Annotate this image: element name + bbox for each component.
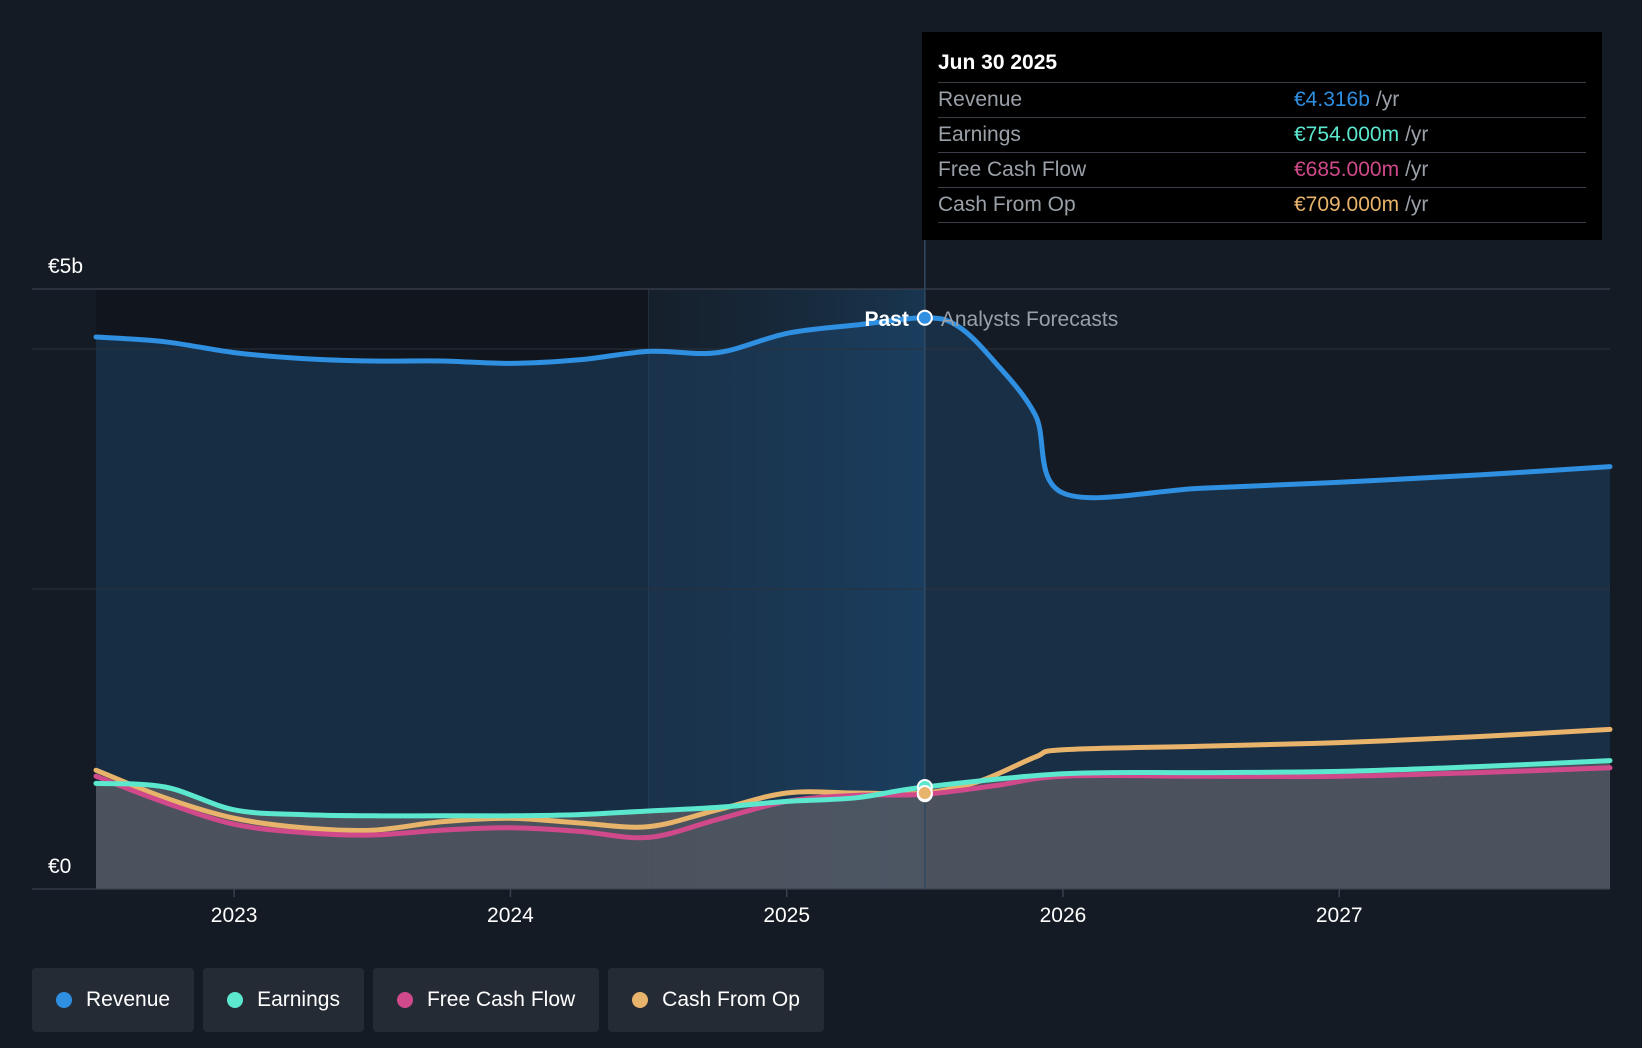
x-tick-label: 2023	[211, 904, 258, 927]
marker-revenue	[916, 309, 933, 326]
legend: Revenue Earnings Free Cash Flow Cash From O…	[32, 968, 824, 1032]
series-line-cash-from-op	[93, 726, 1613, 834]
marker-cash-from-op	[916, 785, 933, 801]
past-label: Past	[864, 308, 908, 331]
tooltip-row-value: €709.000m	[1294, 193, 1400, 216]
legend-dot-icon	[56, 992, 72, 1008]
tooltip-row-label: Cash From Op	[938, 193, 1076, 216]
forecast-label: Analysts Forecasts	[941, 308, 1118, 331]
legend-item-earnings[interactable]: Earnings	[203, 968, 364, 1032]
y-axis-label-bottom: €0	[48, 855, 71, 878]
legend-label: Revenue	[86, 988, 171, 1011]
legend-label: Earnings	[257, 988, 340, 1011]
legend-dot-icon	[396, 992, 413, 1008]
tooltip-row-unit: /yr	[1405, 193, 1429, 216]
tooltip-panel: Jun 30 2025 Revenue €4.316b/yr Earnings €75…	[922, 32, 1602, 240]
tooltip-row: Free Cash Flow €685.000m/yr	[938, 152, 1586, 187]
x-tick-label: 2025	[763, 904, 810, 927]
tooltip-row: Earnings €754.000m/yr	[938, 117, 1586, 152]
x-tick-label: 2027	[1316, 904, 1363, 927]
x-tick-label: 2024	[487, 904, 534, 927]
tooltip-row-label: Free Cash Flow	[938, 158, 1087, 181]
tooltip-row-value: €685.000m	[1294, 158, 1400, 181]
tooltip-row-value: €4.316b	[1294, 88, 1370, 111]
legend-dot-icon	[227, 992, 244, 1008]
tooltip-row-unit: /yr	[1405, 158, 1429, 181]
legend-item-cash-from-op[interactable]: Cash From Op	[608, 968, 824, 1032]
legend-dot-icon	[632, 992, 649, 1008]
tooltip-row-unit: /yr	[1405, 123, 1429, 146]
y-axis-label-top: €5b	[48, 255, 83, 278]
legend-item-free-cash-flow[interactable]: Free Cash Flow	[372, 968, 600, 1032]
tooltip-row-unit: /yr	[1375, 88, 1400, 111]
tooltip-row: Revenue €4.316b/yr	[938, 82, 1586, 117]
x-tick-label: 2026	[1040, 904, 1087, 927]
legend-label: Free Cash Flow	[426, 988, 576, 1011]
tooltip-row-label: Earnings	[938, 123, 1021, 146]
tooltip-row: Cash From Op €709.000m/yr	[938, 187, 1586, 223]
tooltip-date: Jun 30 2025	[938, 51, 1058, 74]
series-line-earnings	[93, 758, 1613, 819]
legend-item-revenue[interactable]: Revenue	[32, 968, 195, 1032]
tooltip-row-label: Revenue	[938, 88, 1023, 111]
series-line-revenue	[93, 315, 1613, 501]
legend-label: Cash From Op	[662, 988, 800, 1011]
earnings-area	[96, 760, 1610, 889]
tooltip-row-value: €754.000m	[1294, 123, 1400, 146]
series-line-free-cash-flow	[93, 765, 1613, 841]
